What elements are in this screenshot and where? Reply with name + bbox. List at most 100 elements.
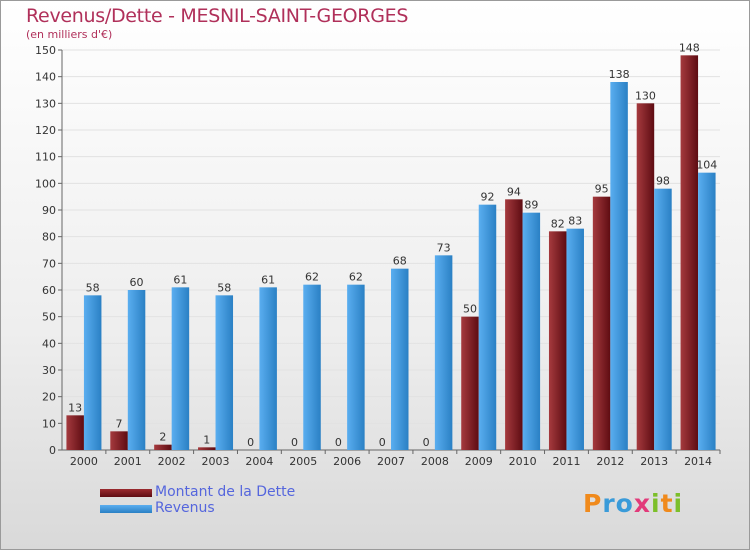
data-label-revenue: 104 xyxy=(696,159,717,172)
y-tick-label: 100 xyxy=(35,177,56,190)
bar-revenue xyxy=(654,188,672,450)
bar-debt xyxy=(154,444,172,450)
logo-letter: i xyxy=(673,489,684,518)
bar-revenue xyxy=(434,255,453,450)
y-tick-label: 120 xyxy=(35,124,56,137)
data-label-revenue: 61 xyxy=(261,273,275,286)
data-label-revenue: 138 xyxy=(609,68,630,81)
x-tick-label: 2009 xyxy=(465,455,493,468)
data-label-revenue: 68 xyxy=(393,255,407,268)
bar-debt xyxy=(461,316,479,450)
x-tick-label: 2001 xyxy=(114,455,142,468)
bar-revenue xyxy=(127,290,146,450)
bar-revenue xyxy=(259,287,277,450)
logo-letter: x xyxy=(633,489,651,518)
y-tick-label: 0 xyxy=(49,444,56,457)
data-label-revenue: 98 xyxy=(656,175,670,188)
data-label-debt: 82 xyxy=(551,217,565,230)
bar-revenue xyxy=(522,212,541,450)
bar-debt xyxy=(198,447,216,450)
data-label-debt: 130 xyxy=(635,89,656,102)
data-label-revenue: 62 xyxy=(305,271,319,284)
x-tick-label: 2007 xyxy=(377,455,405,468)
bar-chart: 0102030405060708090100110120130140150200… xyxy=(35,41,721,468)
bar-debt xyxy=(636,103,655,450)
data-label-debt: 94 xyxy=(507,185,521,198)
data-label-debt: 2 xyxy=(159,431,166,444)
y-tick-label: 10 xyxy=(42,417,56,430)
bar-revenue xyxy=(610,82,628,450)
data-label-debt: 0 xyxy=(423,436,430,449)
bar-debt xyxy=(548,231,567,450)
data-label-revenue: 61 xyxy=(173,273,187,286)
bar-debt xyxy=(680,55,699,450)
logo-letter: r xyxy=(602,489,616,518)
data-label-revenue: 58 xyxy=(86,281,100,294)
y-tick-label: 60 xyxy=(42,284,56,297)
data-label-debt: 0 xyxy=(335,436,342,449)
data-label-revenue: 83 xyxy=(568,215,582,228)
legend-label-debt: Montant de la Dette xyxy=(155,484,296,500)
data-label-revenue: 58 xyxy=(217,281,231,294)
bar-revenue xyxy=(215,295,234,450)
x-tick-label: 2004 xyxy=(245,455,273,468)
x-tick-label: 2014 xyxy=(684,455,712,468)
chart-subtitle: (en milliers d'€) xyxy=(26,28,113,41)
bar-debt xyxy=(110,431,128,450)
data-label-debt: 95 xyxy=(595,183,609,196)
bar-revenue xyxy=(171,287,190,450)
y-tick-label: 150 xyxy=(35,44,56,57)
bar-revenue xyxy=(478,204,497,450)
bar-debt xyxy=(505,199,523,450)
data-label-revenue: 62 xyxy=(349,271,363,284)
data-label-debt: 0 xyxy=(379,436,386,449)
chart-title: Revenus/Dette - MESNIL-SAINT-GEORGES xyxy=(26,5,409,27)
data-label-debt: 0 xyxy=(291,436,298,449)
y-tick-label: 40 xyxy=(42,337,56,350)
bar-revenue xyxy=(303,284,321,450)
logo-letter: P xyxy=(583,489,603,518)
proxiti-logo: Proxiti xyxy=(583,489,683,518)
y-tick-label: 50 xyxy=(42,311,56,324)
y-tick-label: 130 xyxy=(35,97,56,110)
x-tick-label: 2006 xyxy=(333,455,361,468)
y-tick-label: 30 xyxy=(42,364,56,377)
y-tick-label: 70 xyxy=(42,257,56,270)
data-label-revenue: 89 xyxy=(524,199,538,212)
data-label-debt: 0 xyxy=(247,436,254,449)
y-tick-label: 110 xyxy=(35,151,56,164)
x-tick-label: 2002 xyxy=(158,455,186,468)
legend-swatch-revenue xyxy=(100,505,152,513)
x-tick-label: 2005 xyxy=(289,455,317,468)
data-label-revenue: 92 xyxy=(480,191,494,204)
bar-revenue xyxy=(83,295,102,450)
bar-debt xyxy=(66,415,84,450)
x-tick-label: 2008 xyxy=(421,455,449,468)
logo-letter: t xyxy=(660,489,674,518)
legend-swatch-debt xyxy=(100,489,152,497)
bar-revenue xyxy=(391,268,409,450)
x-tick-label: 2003 xyxy=(202,455,230,468)
data-label-debt: 7 xyxy=(116,417,123,430)
data-label-revenue: 60 xyxy=(130,276,144,289)
legend-label-revenue: Revenus xyxy=(155,500,215,516)
y-tick-label: 20 xyxy=(42,391,56,404)
x-tick-label: 2000 xyxy=(70,455,98,468)
data-label-debt: 50 xyxy=(463,303,477,316)
data-label-revenue: 73 xyxy=(437,241,451,254)
bar-revenue xyxy=(566,228,584,450)
data-label-debt: 148 xyxy=(679,41,700,54)
logo-letter: i xyxy=(651,489,661,518)
x-tick-label: 2010 xyxy=(509,455,537,468)
bar-debt xyxy=(592,196,611,450)
y-tick-label: 140 xyxy=(35,71,56,84)
bar-revenue xyxy=(698,172,716,450)
logo-letter: o xyxy=(615,489,634,518)
y-tick-label: 90 xyxy=(42,204,56,217)
y-tick-label: 80 xyxy=(42,231,56,244)
x-tick-label: 2013 xyxy=(640,455,668,468)
x-tick-label: 2012 xyxy=(596,455,624,468)
bar-revenue xyxy=(347,284,365,450)
x-tick-label: 2011 xyxy=(552,455,580,468)
data-label-debt: 13 xyxy=(68,401,82,414)
